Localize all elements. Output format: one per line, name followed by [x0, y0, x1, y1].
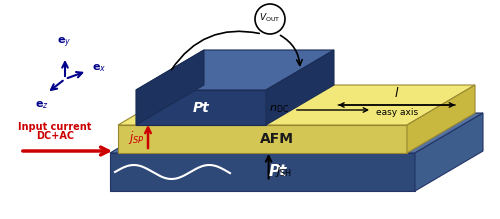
Text: Pt: Pt	[192, 101, 210, 115]
Text: $n_\mathrm{DC}$: $n_\mathrm{DC}$	[269, 103, 289, 115]
Text: $l$: $l$	[394, 86, 400, 100]
Text: $\mathbf{e}_x$: $\mathbf{e}_x$	[92, 62, 106, 74]
Text: AFM: AFM	[260, 132, 294, 146]
Text: $j_\mathrm{SH}$: $j_\mathrm{SH}$	[274, 162, 291, 179]
Text: $\mathbf{e}_y$: $\mathbf{e}_y$	[57, 36, 71, 50]
Text: Input current: Input current	[18, 122, 92, 132]
Polygon shape	[110, 113, 483, 153]
Text: Pt: Pt	[268, 164, 287, 180]
Polygon shape	[266, 50, 334, 125]
Text: easy axis: easy axis	[376, 108, 418, 117]
Circle shape	[255, 4, 285, 34]
Polygon shape	[136, 50, 334, 90]
Text: $\mathbf{e}_z$: $\mathbf{e}_z$	[35, 99, 49, 111]
Text: DC+AC: DC+AC	[36, 131, 74, 141]
Polygon shape	[415, 113, 483, 191]
Text: $j_{SP}$: $j_{SP}$	[128, 129, 145, 146]
Text: $V_\mathrm{OUT}$: $V_\mathrm{OUT}$	[259, 12, 281, 24]
Polygon shape	[136, 90, 266, 125]
Polygon shape	[110, 153, 415, 191]
Polygon shape	[407, 85, 475, 153]
Polygon shape	[118, 85, 475, 125]
Polygon shape	[136, 50, 204, 125]
Polygon shape	[118, 125, 407, 153]
